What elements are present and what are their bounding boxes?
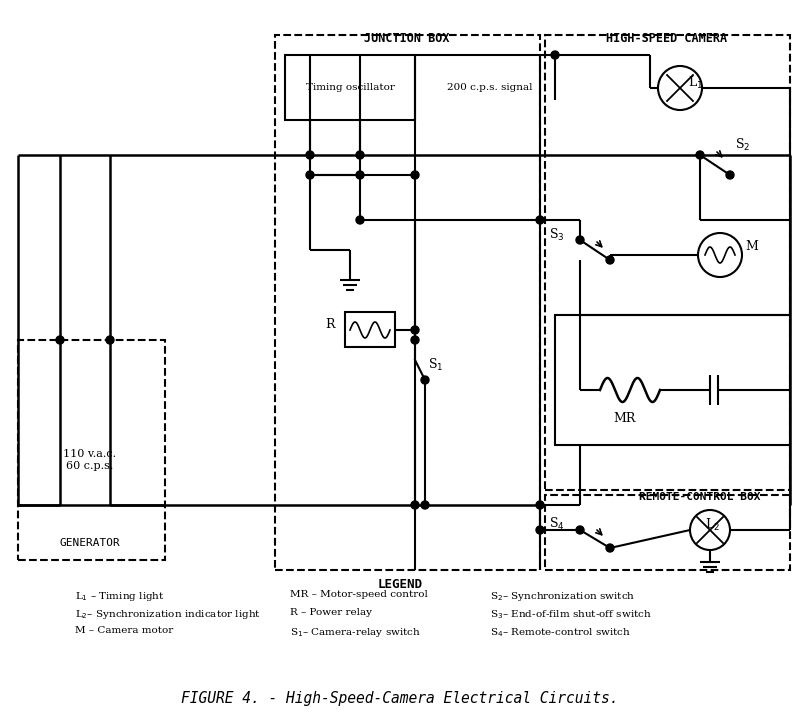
Text: S$_2$– Synchronization switch: S$_2$– Synchronization switch — [490, 590, 635, 603]
Bar — [285, 55, 415, 120]
Circle shape — [576, 526, 584, 534]
Text: S$_2$: S$_2$ — [735, 137, 750, 153]
Text: R – Power relay: R – Power relay — [290, 608, 372, 617]
Bar — [545, 495, 790, 570]
Text: L$_1$: L$_1$ — [688, 75, 703, 91]
Circle shape — [726, 171, 734, 179]
Text: L$_1$ – Timing light: L$_1$ – Timing light — [75, 590, 165, 603]
Text: FIGURE 4. - High-Speed-Camera Electrical Circuits.: FIGURE 4. - High-Speed-Camera Electrical… — [182, 691, 618, 706]
Bar — [555, 315, 790, 445]
Bar — [345, 312, 395, 347]
Circle shape — [606, 544, 614, 552]
Circle shape — [56, 336, 64, 344]
Text: HIGH-SPEED CAMERA: HIGH-SPEED CAMERA — [606, 32, 727, 45]
Circle shape — [690, 510, 730, 550]
Circle shape — [306, 171, 314, 179]
Circle shape — [356, 151, 364, 159]
Text: S$_3$: S$_3$ — [550, 227, 565, 243]
Text: 200 c.p.s. signal: 200 c.p.s. signal — [447, 84, 533, 92]
Circle shape — [536, 501, 544, 509]
Text: Timing oscillator: Timing oscillator — [306, 84, 394, 92]
Text: LEGEND: LEGEND — [378, 578, 422, 591]
Text: 110 v.a.c.
60 c.p.s.: 110 v.a.c. 60 c.p.s. — [63, 449, 117, 471]
Text: MR: MR — [614, 412, 636, 425]
Text: S$_1$– Camera-relay switch: S$_1$– Camera-relay switch — [290, 626, 421, 639]
Circle shape — [576, 236, 584, 244]
Circle shape — [411, 336, 419, 344]
Circle shape — [411, 501, 419, 509]
Circle shape — [551, 51, 559, 59]
Text: JUNCTION BOX: JUNCTION BOX — [364, 32, 450, 45]
Text: MR – Motor-speed control: MR – Motor-speed control — [290, 590, 428, 599]
Text: S$_1$: S$_1$ — [428, 357, 443, 373]
Text: L$_2$: L$_2$ — [706, 517, 721, 533]
Circle shape — [698, 233, 742, 277]
Circle shape — [606, 256, 614, 264]
Bar — [18, 340, 165, 560]
Circle shape — [306, 151, 314, 159]
Text: S$_4$– Remote-control switch: S$_4$– Remote-control switch — [490, 626, 631, 639]
Text: GENERATOR: GENERATOR — [60, 538, 120, 548]
Text: R: R — [326, 319, 335, 332]
Circle shape — [421, 501, 429, 509]
Circle shape — [356, 171, 364, 179]
Circle shape — [658, 66, 702, 110]
Text: M: M — [745, 241, 758, 254]
Circle shape — [536, 216, 544, 224]
Text: L$_2$– Synchronization indicator light: L$_2$– Synchronization indicator light — [75, 608, 261, 621]
Text: S$_4$: S$_4$ — [550, 516, 565, 532]
Text: REMOTE-CONTROL BOX: REMOTE-CONTROL BOX — [639, 492, 761, 502]
Circle shape — [421, 376, 429, 384]
Circle shape — [536, 526, 544, 534]
Text: S$_3$– End-of-film shut-off switch: S$_3$– End-of-film shut-off switch — [490, 608, 652, 621]
Circle shape — [356, 216, 364, 224]
Circle shape — [411, 171, 419, 179]
Bar — [275, 35, 540, 570]
Bar — [545, 35, 790, 490]
Text: M – Camera motor: M – Camera motor — [75, 626, 174, 635]
Circle shape — [696, 151, 704, 159]
Circle shape — [411, 326, 419, 334]
Circle shape — [106, 336, 114, 344]
